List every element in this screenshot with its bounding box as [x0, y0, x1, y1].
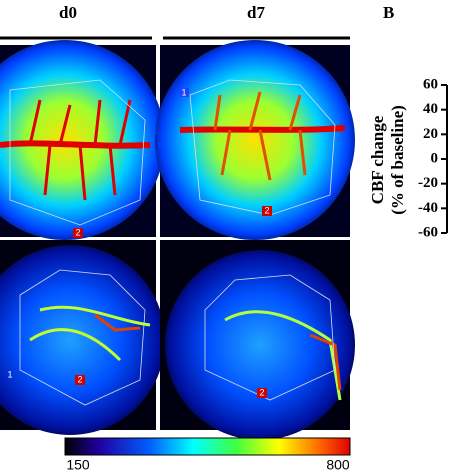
y-tick-label: 0 — [431, 150, 439, 166]
column-header: d7 — [247, 3, 265, 22]
colorbar-min: 150 — [66, 457, 90, 473]
colorbar — [64, 437, 351, 456]
y-tick-label: 40 — [423, 101, 438, 117]
y-tick-label: -20 — [418, 175, 438, 191]
image-bottom-left: 2 1 — [0, 240, 165, 435]
image-top-left: 2 — [0, 40, 165, 240]
roi-label: 2 — [264, 205, 269, 215]
y-tick-label: 20 — [423, 126, 438, 142]
y-axis-title-line: (% of baseline) — [388, 105, 407, 215]
colorbar-max: 800 — [326, 457, 350, 473]
panel-label: B — [383, 3, 394, 22]
roi-label: 2 — [259, 387, 264, 397]
roi-label: 1 — [181, 87, 186, 97]
y-axis-title: CBF change (% of baseline) — [368, 105, 407, 215]
roi-label: 2 — [75, 227, 80, 237]
y-tick-label: 60 — [423, 76, 438, 92]
y-tick-label: -40 — [418, 200, 438, 216]
roi-label: 1 — [7, 369, 12, 379]
roi-label: 2 — [77, 374, 82, 384]
column-header: d0 — [59, 3, 77, 22]
image-top-right: 2 1 — [155, 40, 355, 240]
y-tick-label: -60 — [418, 224, 438, 240]
image-bottom-right: 2 — [160, 240, 355, 440]
y-axis-title-line: CBF change — [368, 115, 387, 204]
